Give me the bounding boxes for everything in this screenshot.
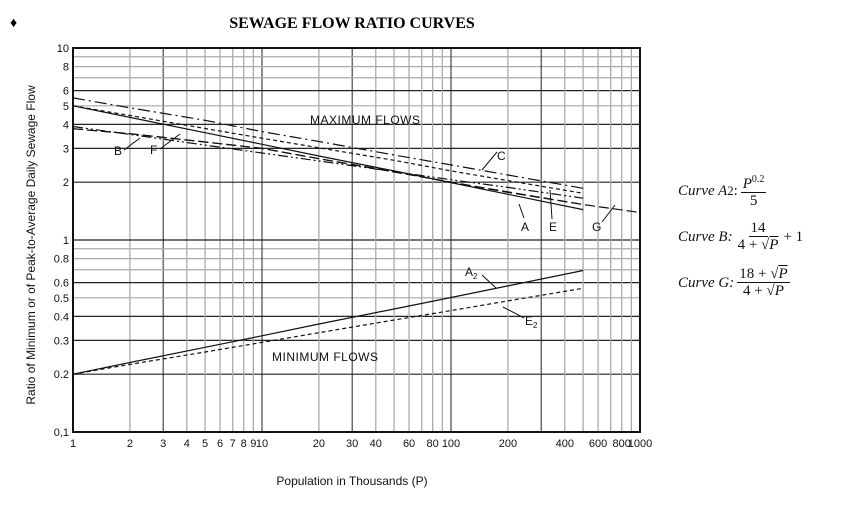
- formula-tail: + 1: [783, 228, 804, 245]
- formula-label: Curve B:: [678, 228, 733, 245]
- y-tick-label: 0.5: [54, 293, 69, 305]
- formula-curve-b: Curve B: 14 4 + √P + 1: [678, 214, 803, 260]
- x-axis-label: Population in Thousands (P): [276, 474, 427, 488]
- y-tick-label: 5: [63, 101, 69, 113]
- x-tick-label: 200: [499, 438, 517, 450]
- colon: :: [733, 182, 738, 199]
- curve-label-a2: A2: [465, 265, 478, 281]
- formula-label: Curve A: [678, 182, 728, 199]
- y-tick-label: 1: [63, 235, 69, 247]
- fraction: 14 4 + √P: [736, 220, 781, 254]
- x-tick-label: 4: [184, 438, 190, 450]
- y-tick-label: 8: [63, 62, 69, 74]
- curve-b: [72, 128, 584, 206]
- x-tick-label: 5: [202, 438, 208, 450]
- plot-frame: [72, 47, 641, 433]
- curve-label-e2: E2: [525, 314, 538, 330]
- x-tick-label: 1: [70, 438, 76, 450]
- x-tick-label: 100: [442, 438, 460, 450]
- curve-e2: [72, 287, 584, 375]
- grid: [72, 48, 640, 433]
- curve-labels: B F C A E G A2 E2: [114, 133, 616, 330]
- y-tick-label: 0.4: [54, 311, 69, 323]
- denominator: 5: [749, 193, 758, 209]
- x-tick-label: 10: [256, 438, 268, 450]
- x-tick-label: 6: [217, 438, 223, 450]
- x-tick-label: 600: [589, 438, 607, 450]
- x-tick-label: 9: [250, 438, 256, 450]
- x-tick-label: 7: [230, 438, 236, 450]
- numerator: P: [742, 176, 752, 192]
- formula-sub: 2: [727, 183, 734, 198]
- curve-label-c: C: [497, 149, 506, 163]
- y-tick-label: 2: [63, 177, 69, 189]
- x-tick-label: 400: [556, 438, 574, 450]
- x-tick-label: 3: [160, 438, 166, 450]
- label-arrows: [123, 133, 616, 319]
- y-tick-label: 0,1: [54, 427, 69, 439]
- x-tick-label: 20: [313, 438, 325, 450]
- tick-labels: 1 2 3 4 5 6 7 8 9 10 20 30 40 60 80 100 200 400 600 8001000…: [54, 43, 653, 450]
- x-tick-label: 30: [346, 438, 358, 450]
- min-flows-label: MINIMUM FLOWS: [272, 350, 379, 364]
- curve-label-f: F: [150, 143, 157, 157]
- curve-label-e: E: [549, 220, 557, 234]
- y-tick-label: 10: [57, 43, 69, 55]
- numerator: 18 + √P: [737, 266, 790, 283]
- y-tick-label: 3: [63, 143, 69, 155]
- denominator: 4 + √P: [737, 237, 779, 253]
- y-tick-label: 0.2: [54, 369, 69, 381]
- denominator: 4 + √P: [743, 283, 784, 299]
- curve-f: [72, 125, 584, 199]
- x-tick-label: 1000: [628, 438, 652, 450]
- formula-curve-g: Curve G: 18 + √P 4 + √P: [678, 260, 803, 306]
- curve-a: [72, 105, 584, 211]
- exponent: 0.2: [751, 174, 765, 185]
- formula-label: Curve G:: [678, 274, 735, 291]
- x-tick-label: 800: [613, 438, 631, 450]
- y-tick-label: 4: [63, 119, 69, 131]
- y-tick-label: 0.6: [54, 278, 69, 290]
- bullet-icon: ♦: [10, 14, 17, 30]
- y-tick-label: 0.3: [54, 335, 69, 347]
- x-tick-label: 40: [370, 438, 382, 450]
- fraction: P0.2 5: [740, 172, 767, 210]
- numerator: 14: [748, 220, 768, 237]
- curve-a2: [72, 269, 584, 375]
- fraction: 18 + √P 4 + √P: [737, 266, 790, 300]
- x-tick-label: 60: [403, 438, 415, 450]
- x-tick-label: 2: [127, 438, 133, 450]
- chart-title: SEWAGE FLOW RATIO CURVES: [229, 15, 475, 32]
- curves: [72, 97, 641, 375]
- curve-label-b: B: [114, 144, 122, 158]
- curve-e: [72, 105, 584, 194]
- y-tick-label: 0.8: [54, 254, 69, 266]
- curve-label-a: A: [521, 220, 529, 234]
- x-tick-label: 8: [241, 438, 247, 450]
- y-tick-label: 6: [63, 86, 69, 98]
- y-axis-label: Ratio of Minimum or of Peak-to-Average D…: [24, 85, 38, 405]
- curve-c: [72, 97, 584, 189]
- curve-g: [72, 128, 641, 214]
- max-flows-label: MAXIMUM FLOWS: [310, 113, 421, 127]
- x-tick-label: 80: [427, 438, 439, 450]
- curve-label-g: G: [592, 220, 601, 234]
